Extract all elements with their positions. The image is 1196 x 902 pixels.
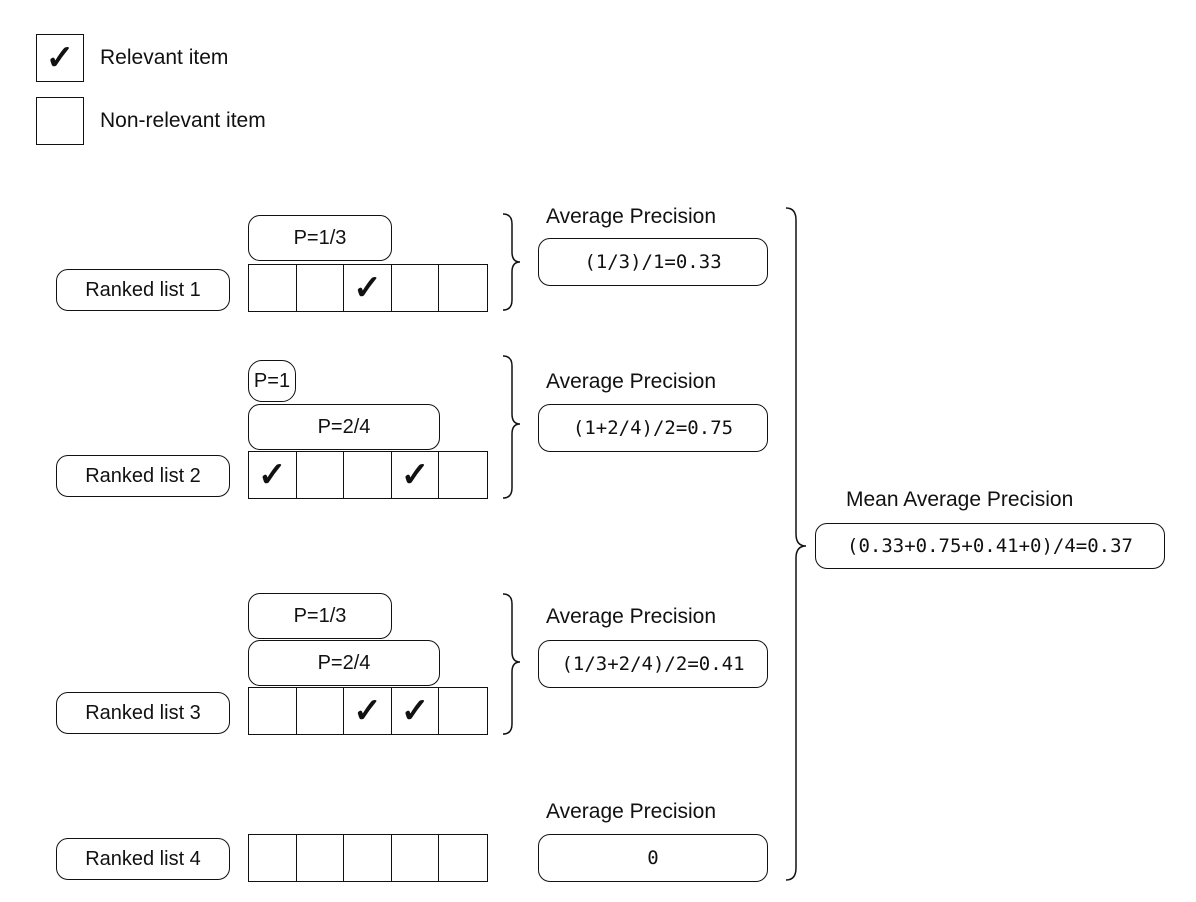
legend-nonrelevant-box	[36, 97, 84, 145]
legend-relevant-label: Relevant item	[100, 46, 229, 69]
item-cell	[249, 265, 297, 311]
ranked-list-label: Ranked list 1	[56, 269, 230, 311]
brace-icon	[785, 207, 807, 881]
ranked-list-label: Ranked list 3	[56, 692, 230, 734]
ranked-list-label: Ranked list 4	[56, 838, 230, 880]
ap-formula: (1/3+2/4)/2=0.41	[538, 640, 768, 688]
brace-icon	[502, 355, 521, 499]
item-cell-relevant: ✓	[249, 452, 297, 498]
ap-title: Average Precision	[546, 370, 717, 393]
precision-badge: P=1/3	[248, 593, 392, 639]
brace-icon	[502, 593, 521, 735]
item-cell-relevant: ✓	[344, 265, 392, 311]
legend-nonrelevant-label: Non-relevant item	[100, 109, 266, 132]
item-cell	[344, 835, 392, 881]
ranked-list-label: Ranked list 2	[56, 455, 230, 497]
item-cell	[297, 265, 345, 311]
item-cell	[344, 452, 392, 498]
check-icon: ✓	[400, 456, 430, 494]
precision-badge: P=1	[248, 360, 296, 402]
item-cell	[297, 688, 345, 734]
check-icon: ✓	[353, 692, 382, 730]
ap-title: Average Precision	[546, 605, 717, 628]
ranked-list-2-cells: ✓ ✓	[248, 451, 488, 499]
ap-formula: 0	[538, 834, 768, 882]
ap-formula: (1+2/4)/2=0.75	[538, 404, 768, 452]
precision-badge: P=2/4	[248, 404, 440, 450]
ap-formula: (1/3)/1=0.33	[538, 238, 768, 286]
ranked-list-3-cells: ✓ ✓	[248, 687, 488, 735]
ranked-list-4-cells	[248, 834, 488, 882]
legend-relevant-box: ✓	[36, 34, 84, 82]
precision-badge: P=2/4	[248, 640, 440, 686]
ranked-list-1-cells: ✓	[248, 264, 488, 312]
map-formula: (0.33+0.75+0.41+0)/4=0.37	[815, 523, 1165, 569]
precision-badge: P=1/3	[248, 215, 392, 261]
item-cell-relevant: ✓	[344, 688, 392, 734]
item-cell	[297, 452, 345, 498]
item-cell	[392, 265, 440, 311]
check-icon: ✓	[353, 269, 382, 307]
ap-title: Average Precision	[546, 800, 717, 823]
item-cell-relevant: ✓	[392, 452, 440, 498]
item-cell	[249, 688, 297, 734]
brace-icon	[502, 213, 521, 311]
item-cell	[297, 835, 345, 881]
check-icon: ✓	[258, 456, 287, 494]
item-cell-relevant: ✓	[392, 688, 440, 734]
item-cell	[392, 835, 440, 881]
check-icon: ✓	[45, 39, 75, 77]
item-cell	[249, 835, 297, 881]
map-title: Mean Average Precision	[846, 488, 1074, 511]
ap-title: Average Precision	[546, 205, 717, 228]
check-icon: ✓	[400, 692, 430, 730]
